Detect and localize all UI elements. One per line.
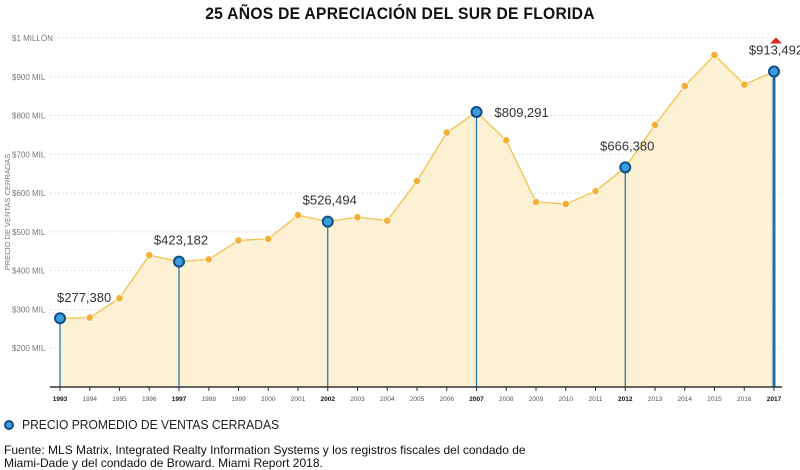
axis-layer <box>50 386 782 391</box>
data-point <box>531 197 541 207</box>
y-tick-label: $400 MIL <box>12 267 46 276</box>
x-tick-label: 2004 <box>380 396 395 403</box>
x-tick-label: 1999 <box>231 396 246 403</box>
data-point <box>264 234 273 243</box>
y-tick-label: $900 MIL <box>12 73 46 82</box>
x-tick-label: 2015 <box>707 396 722 403</box>
data-point <box>293 211 303 220</box>
highlight-point <box>173 255 185 268</box>
area-fill <box>60 55 774 387</box>
x-tick-label: 2001 <box>291 396 306 403</box>
point-layer <box>54 50 780 325</box>
area-layer <box>60 55 774 387</box>
data-point <box>115 294 124 303</box>
data-point <box>591 187 600 196</box>
legend-label: PRECIO PROMEDIO DE VENTAS CERRADAS <box>22 417 280 432</box>
data-point <box>383 216 392 225</box>
data-point <box>561 199 570 209</box>
value-label: $526,494 <box>303 193 357 208</box>
y-tick-label: $800 MIL <box>12 112 46 121</box>
value-label: $666,380 <box>600 138 654 153</box>
value-label: $423,182 <box>154 233 208 248</box>
y-axis-label: PRECIO DE VENTAS CERRADAS <box>3 154 12 271</box>
x-tick-label: 2014 <box>678 396 693 403</box>
y-tick-label: $600 MIL <box>12 189 46 198</box>
highlight-point <box>321 215 334 228</box>
highlight-point <box>619 161 632 174</box>
x-tick-label: 2017 <box>767 396 782 403</box>
data-point <box>204 255 213 264</box>
legend-marker <box>4 419 14 430</box>
value-label: $277,380 <box>57 290 111 305</box>
x-tick-label: 1997 <box>172 396 187 403</box>
value-label: $809,291 <box>495 105 549 120</box>
x-tick-label: 1995 <box>112 396 127 403</box>
x-tick-label: 1996 <box>142 396 157 403</box>
highlight-point <box>470 105 483 118</box>
highlight-point <box>54 312 66 325</box>
x-tick-label: 2013 <box>648 396 663 403</box>
chart-title: 25 AÑOS DE APRECIACIÓN DEL SUR DE FLORID… <box>205 4 595 23</box>
x-tick-label: 2012 <box>618 396 633 403</box>
x-tick-label: 2010 <box>559 396 574 403</box>
x-tick-label: 2005 <box>410 396 425 403</box>
label-layer: $200 MIL $300 MIL $400 MIL $500 MIL $600 MIL… <box>3 34 800 403</box>
x-tick-label: 2007 <box>469 396 484 403</box>
drop-line-layer <box>59 71 776 387</box>
x-tick-label: 2006 <box>440 396 455 403</box>
x-tick-label: 2003 <box>350 396 365 403</box>
value-label: $913,492 <box>749 43 800 58</box>
data-point <box>680 81 689 91</box>
data-point <box>145 251 154 260</box>
x-tick-label: 2000 <box>261 396 276 403</box>
y-tick-label: $200 MIL <box>12 344 46 353</box>
data-point <box>650 120 660 129</box>
data-point <box>710 50 719 60</box>
increase-arrow-icon <box>770 37 782 44</box>
x-tick-label: 1994 <box>83 396 98 403</box>
y-tick-label: $300 MIL <box>12 305 46 314</box>
x-tick-label: 2011 <box>589 396 603 403</box>
data-point <box>353 213 362 222</box>
legend: PRECIO PROMEDIO DE VENTAS CERRADAS <box>4 417 298 432</box>
x-tick-label: 2008 <box>499 396 514 403</box>
x-tick-label: 2002 <box>321 396 336 403</box>
x-tick-label: 1993 <box>53 396 68 403</box>
x-tick-label: 1998 <box>202 396 217 403</box>
highlight-point <box>768 65 780 78</box>
data-point <box>412 176 422 186</box>
data-point <box>740 80 749 89</box>
y-tick-label: $700 MIL <box>12 150 46 159</box>
data-point <box>442 128 451 137</box>
source-note: Fuente: MLS Matrix, Integrated Realty In… <box>4 443 526 470</box>
data-point <box>234 236 243 245</box>
data-point <box>502 136 511 145</box>
y-tick-label: $1 MILLÓN <box>12 34 53 43</box>
x-tick-label: 2016 <box>737 396 752 403</box>
data-point <box>85 313 94 322</box>
y-tick-label: $500 MIL <box>12 228 46 237</box>
x-tick-label: 2009 <box>529 396 544 403</box>
